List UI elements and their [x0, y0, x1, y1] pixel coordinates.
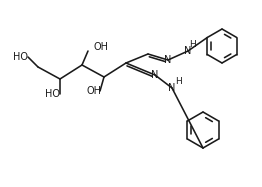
Text: N: N [164, 55, 172, 65]
Text: N: N [168, 83, 176, 93]
Text: HO: HO [13, 52, 28, 62]
Text: OH: OH [94, 42, 109, 52]
Text: H: H [175, 76, 181, 85]
Text: N: N [151, 70, 159, 80]
Text: H: H [190, 39, 196, 48]
Text: HO: HO [45, 89, 59, 99]
Text: N: N [184, 46, 192, 56]
Text: OH: OH [86, 86, 101, 96]
